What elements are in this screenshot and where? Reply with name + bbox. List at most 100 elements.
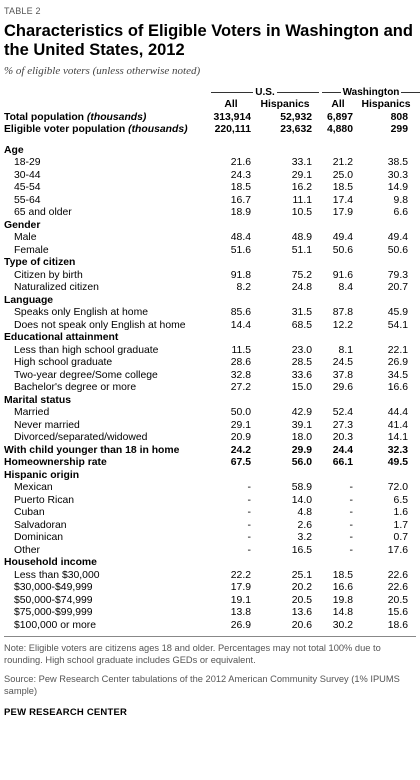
row-label: 45-54 xyxy=(14,182,41,193)
cell: 30.3 xyxy=(387,169,408,181)
table-row: $100,000 or more 26.9 20.6 30.2 18.6 xyxy=(4,620,416,633)
row-label: $75,000-$99,999 xyxy=(14,607,93,618)
cell: 18.0 xyxy=(291,432,312,443)
cell: 49.5 xyxy=(387,457,408,468)
table-row: Less than $30,000 22.2 25.1 18.5 22.6 xyxy=(4,570,416,583)
row-label: $100,000 or more xyxy=(14,619,97,631)
table-row: Speaks only English at home 85.6 31.5 87.8 4… xyxy=(4,307,416,320)
cell: 15.0 xyxy=(291,382,312,393)
row-label: $50,000-$74,999 xyxy=(14,594,93,606)
cell: 27.2 xyxy=(230,382,251,393)
cell: 26.9 xyxy=(387,357,408,368)
cell: 29.9 xyxy=(291,444,312,456)
table-row: Salvadoran - 2.6 - 1.7 xyxy=(4,520,416,533)
column-header: Hispanics xyxy=(361,99,411,110)
section-title: Age xyxy=(4,144,24,156)
section-title: Household income xyxy=(4,557,97,568)
cell: 20.5 xyxy=(291,594,312,606)
total-row-label: Total population xyxy=(4,111,85,123)
cell: 18.5 xyxy=(332,182,353,193)
cell: 48.4 xyxy=(230,232,251,243)
cell: 18.5 xyxy=(332,569,353,581)
cell: 0.7 xyxy=(393,532,408,543)
cell: 22.1 xyxy=(387,344,408,356)
row-label: Less than $30,000 xyxy=(14,569,100,581)
cell: 50.6 xyxy=(332,244,353,256)
column-header: All xyxy=(224,99,238,110)
row-label: Never married xyxy=(14,419,80,431)
cell: 8.2 xyxy=(236,282,251,293)
cell: 220,111 xyxy=(214,124,251,135)
row-label: Bachelor's degree or more xyxy=(14,382,137,393)
cell: 29.6 xyxy=(332,382,353,393)
section-title: Hispanic origin xyxy=(4,469,80,481)
row-label: Male xyxy=(14,232,37,243)
cell: - xyxy=(349,507,353,518)
row-label: 30-44 xyxy=(14,169,41,181)
table-row: 45-54 18.5 16.2 18.5 14.9 xyxy=(4,182,416,195)
cell: 14.8 xyxy=(332,607,353,618)
table-row: $30,000-$49,999 17.9 20.2 16.6 22.6 xyxy=(4,582,416,595)
row-label: 18-29 xyxy=(14,157,41,168)
cell: - xyxy=(247,532,251,543)
row-label: Married xyxy=(14,407,50,418)
cell: 20.9 xyxy=(230,432,251,443)
cell: 22.6 xyxy=(387,569,408,581)
row-label: Naturalized citizen xyxy=(14,282,99,293)
cell: 20.3 xyxy=(332,432,353,443)
cell: - xyxy=(349,532,353,543)
cell: 24.3 xyxy=(230,169,251,181)
cell: 15.6 xyxy=(387,607,408,618)
row-label: Two-year degree/Some college xyxy=(14,369,158,381)
cell: 79.3 xyxy=(387,269,408,281)
cell: 17.6 xyxy=(387,544,408,556)
cell: 75.2 xyxy=(291,269,312,281)
row-label: Puerto Rican xyxy=(14,494,75,506)
cell: 4.8 xyxy=(297,507,312,518)
table-row: 18-29 21.6 33.1 21.2 38.5 xyxy=(4,157,416,170)
row-label: High school graduate xyxy=(14,357,113,368)
cell: 26.9 xyxy=(230,619,251,631)
group-us: U.S. xyxy=(211,87,320,98)
summary-row: With child younger than 18 in home 24.2 29… xyxy=(4,445,416,458)
table-row: Other - 16.5 - 17.6 xyxy=(4,545,416,558)
table-subtitle: % of eligible voters (unless otherwise n… xyxy=(4,65,201,77)
cell: 22.6 xyxy=(387,582,408,593)
row-label: Citizen by birth xyxy=(14,269,83,281)
cell: 11.1 xyxy=(292,194,312,206)
cell: 19.1 xyxy=(230,594,251,606)
cell: 49.4 xyxy=(332,232,353,243)
cell: 25.0 xyxy=(332,169,353,181)
cell: 52,932 xyxy=(280,111,312,123)
total-row: Eligible voter population (thousands) 22… xyxy=(4,124,416,137)
cell: 20.2 xyxy=(291,582,312,593)
table-label: TABLE 2 xyxy=(4,6,41,16)
table-row: 55-64 16.7 11.1 17.4 9.8 xyxy=(4,195,416,208)
table-body: Age 18-29 21.6 33.1 21.2 38.5 30-44 24.3 29.1 25.… xyxy=(4,145,416,633)
cell: 32.3 xyxy=(387,444,408,456)
table-row: Female 51.6 51.1 50.6 50.6 xyxy=(4,245,416,258)
cell: 14.1 xyxy=(387,432,408,443)
cell: 17.9 xyxy=(332,207,353,218)
row-label: Speaks only English at home xyxy=(14,307,149,318)
row-label: 65 and older xyxy=(14,207,72,218)
cell: 8.4 xyxy=(338,282,353,293)
table-row: Male 48.4 48.9 49.4 49.4 xyxy=(4,232,416,245)
cell: 48.9 xyxy=(291,232,312,243)
column-header-row: All Hispanics All Hispanics xyxy=(4,99,416,112)
cell: 23.0 xyxy=(291,344,312,356)
cell: - xyxy=(349,544,353,556)
cell: 49.4 xyxy=(387,232,408,243)
cell: 31.5 xyxy=(291,307,312,318)
cell: 54.1 xyxy=(387,319,408,331)
cell: 20.5 xyxy=(387,594,408,606)
cell: 17.9 xyxy=(230,582,251,593)
cell: - xyxy=(349,519,353,531)
cell: 20.6 xyxy=(291,619,312,631)
row-label: Cuban xyxy=(14,507,45,518)
cell: 22.2 xyxy=(230,569,251,581)
cell: 13.8 xyxy=(230,607,251,618)
total-row-note: (thousands) xyxy=(128,124,188,135)
cell: 91.6 xyxy=(332,269,353,281)
row-label: Less than high school graduate xyxy=(14,344,159,356)
